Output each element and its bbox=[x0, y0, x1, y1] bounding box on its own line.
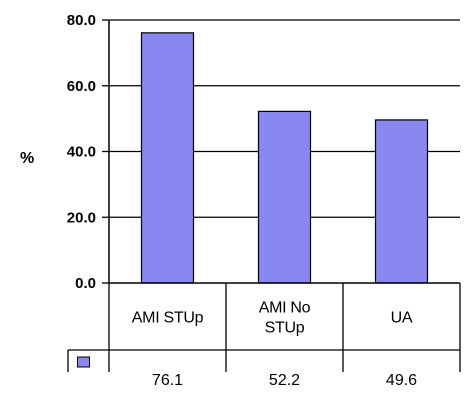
bar bbox=[140, 32, 195, 284]
legend-key bbox=[77, 356, 90, 368]
category-label: UA bbox=[391, 310, 413, 327]
data-table: AMI STUp AMI No STUp UA 76.1 52.2 49.6 bbox=[67, 283, 461, 389]
category-label: AMI STUp bbox=[132, 310, 204, 327]
bar bbox=[374, 119, 429, 284]
y-tick-label: 60.0 bbox=[67, 78, 96, 95]
y-axis: 0.0 20.0 40.0 60.0 80.0 bbox=[67, 12, 460, 292]
category-label: AMI No bbox=[259, 300, 311, 317]
bars bbox=[140, 32, 429, 284]
y-tick-label: 40.0 bbox=[67, 144, 96, 161]
value-label: 49.6 bbox=[386, 372, 417, 389]
bar bbox=[257, 110, 312, 284]
y-tick-label: 20.0 bbox=[67, 209, 96, 226]
y-tick-label: 80.0 bbox=[67, 12, 96, 29]
y-tick-label: 0.0 bbox=[75, 275, 96, 292]
value-label: 76.1 bbox=[152, 372, 183, 389]
y-axis-label: % bbox=[20, 150, 34, 167]
value-label: 52.2 bbox=[269, 372, 300, 389]
category-label: STUp bbox=[265, 320, 305, 337]
